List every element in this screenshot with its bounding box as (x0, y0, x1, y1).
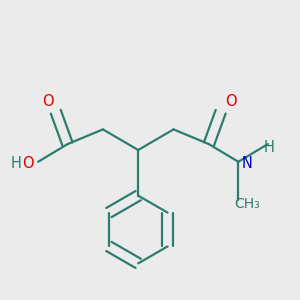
Text: O: O (43, 94, 54, 109)
Text: O: O (225, 94, 237, 109)
Text: H: H (264, 140, 275, 154)
Text: CH₃: CH₃ (234, 197, 260, 212)
Text: O: O (22, 156, 34, 171)
Text: H: H (11, 156, 22, 171)
Text: N: N (242, 156, 253, 171)
